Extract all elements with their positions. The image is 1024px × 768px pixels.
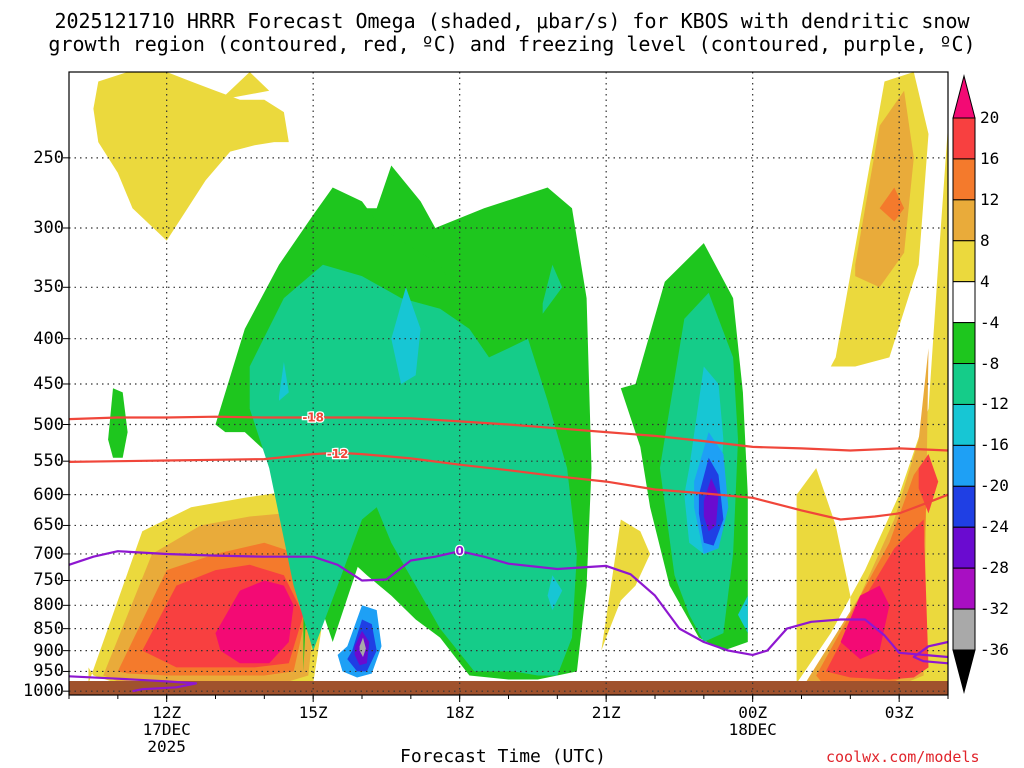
x-tick-label-18Z: 18Z (445, 703, 475, 722)
colorbar-label-12: 12 (980, 189, 1000, 209)
contour-0-right (912, 640, 949, 665)
omega-region--8-0 (249, 264, 577, 676)
colorbar-label--20: -20 (980, 476, 1009, 496)
ground-surface (69, 681, 948, 695)
y-tick-label-750: 750 (33, 570, 64, 591)
colorbar-label--28: -28 (980, 558, 1009, 578)
chart-title-line2: growth region (contoured, red, ºC) and f… (48, 32, 976, 56)
colorbar (952, 74, 976, 694)
colorbar-swatch-9 (952, 485, 976, 528)
x-tick-label-12Z-sub2: 2025 (147, 737, 186, 756)
colorbar-swatch-10 (952, 526, 976, 569)
contour--18 (68, 415, 949, 452)
y-tick-label-650: 650 (33, 515, 64, 536)
source-credit[interactable]: coolwx.com/models (826, 748, 980, 766)
colorbar-swatch-5 (952, 322, 976, 365)
colorbar-swatch-0 (952, 117, 976, 160)
omega-region-20-0 (215, 580, 294, 664)
colorbar-swatch-1 (952, 158, 976, 201)
omega-region--24-0 (703, 478, 719, 532)
colorbar-label-16: 16 (980, 148, 1000, 168)
y-tick-label-700: 700 (33, 543, 64, 564)
x-axis-title: Forecast Time (UTC) (400, 746, 606, 767)
colorbar-min-arrow (952, 649, 976, 694)
omega-region--8-1 (542, 264, 563, 314)
x-tick-label-12Z: 12Z (152, 703, 182, 722)
y-tick-label-800: 800 (33, 595, 64, 616)
colorbar-label-20: 20 (980, 108, 1000, 127)
x-tick-label-03Z: 03Z (884, 703, 914, 722)
colorbar-swatch-7 (952, 403, 976, 446)
plot-frame (68, 71, 949, 696)
omega-region--12-0 (391, 287, 421, 384)
colorbar-label--12: -12 (980, 394, 1009, 414)
omega-region-4-0 (93, 72, 289, 241)
x-tick-label-15Z: 15Z (298, 703, 328, 722)
omega-region--12-2 (547, 575, 563, 611)
grid-lines (63, 72, 949, 702)
x-tick-label-00Z-sub1: 18DEC (728, 720, 777, 739)
contour-label--18: -18 (302, 411, 324, 425)
y-tick-label-300: 300 (33, 217, 64, 238)
colorbar-swatch-3 (952, 240, 976, 283)
chart-title-line1: 2025121710 HRRR Forecast Omega (shaded, … (54, 9, 970, 33)
y-tick-label-400: 400 (33, 328, 64, 349)
colorbar-label-4: 4 (980, 271, 990, 291)
y-tick-label-550: 550 (33, 451, 64, 472)
contour--12 (68, 451, 949, 521)
y-tick-label-1000: 1000 (23, 681, 64, 702)
colorbar-swatch-4 (952, 281, 976, 324)
colorbar-swatch-2 (952, 199, 976, 242)
omega-region--12-1 (279, 362, 289, 401)
omega-region-4-5 (220, 72, 270, 100)
y-tick-label-500: 500 (33, 414, 64, 435)
contour-0-sfc (68, 675, 198, 693)
omega-region--4-0 (108, 388, 128, 458)
colorbar-label--8: -8 (980, 353, 1000, 373)
colorbar-swatch-12 (952, 608, 976, 651)
contour-label-0: 0 (455, 544, 463, 558)
x-tick-label-21Z: 21Z (591, 703, 621, 722)
x-tick-label-00Z: 00Z (738, 703, 768, 722)
colorbar-max-arrow (952, 74, 976, 119)
colorbar-label--32: -32 (980, 599, 1009, 619)
omega-region-16-2 (918, 454, 939, 514)
colorbar-label--24: -24 (980, 517, 1009, 537)
colorbar-label-8: 8 (980, 230, 990, 250)
omega-region--32-0 (359, 637, 366, 657)
colorbar-swatch-8 (952, 444, 976, 487)
omega-region--12-4 (738, 595, 748, 634)
colorbar-label--16: -16 (980, 435, 1009, 455)
contour-label--12: -12 (327, 447, 349, 461)
y-tick-label-850: 850 (33, 618, 64, 639)
y-tick-label-250: 250 (33, 147, 64, 168)
y-tick-label-600: 600 (33, 484, 64, 505)
omega-shading (88, 72, 948, 690)
y-tick-label-950: 950 (33, 661, 64, 682)
x-tick-label-12Z-sub1: 17DEC (142, 720, 191, 739)
omega-region-4-4 (601, 519, 651, 651)
colorbar-label--4: -4 (980, 312, 1000, 332)
y-tick-label-900: 900 (33, 640, 64, 661)
omega-region-20-1 (840, 585, 890, 660)
contour-0 (68, 550, 949, 659)
colorbar-swatch-11 (952, 567, 976, 610)
colorbar-label--36: -36 (980, 640, 1009, 659)
y-tick-label-450: 450 (33, 373, 64, 394)
omega-region-12-2 (879, 187, 905, 222)
colorbar-swatch-6 (952, 363, 976, 405)
y-tick-label-350: 350 (33, 277, 64, 298)
contour-lines: -18 -12 0 (68, 409, 949, 693)
